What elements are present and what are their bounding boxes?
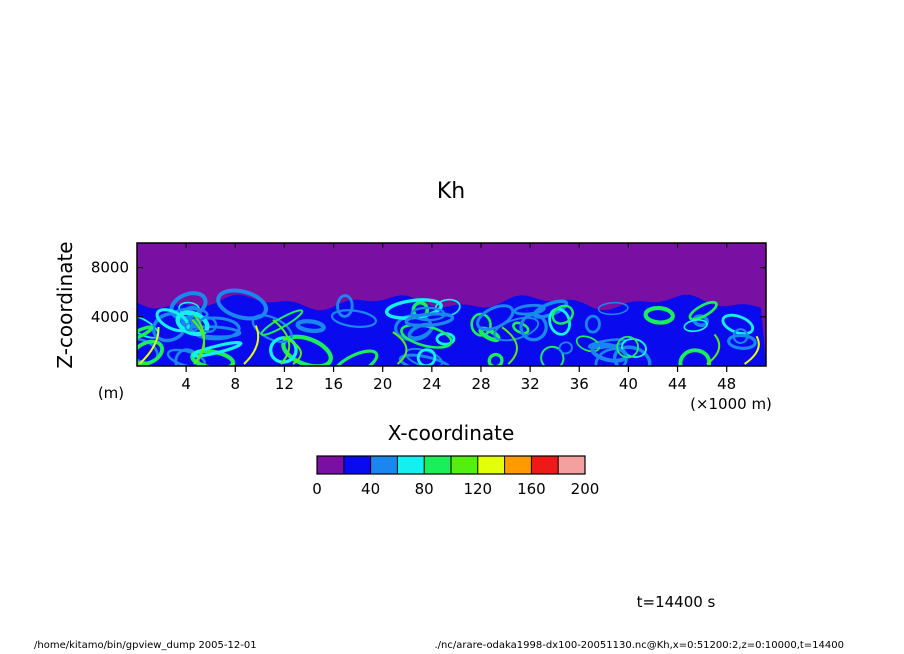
eddy: [683, 319, 708, 333]
eddy: [558, 341, 573, 355]
colorbar-bin: [451, 456, 478, 474]
eddy: [487, 352, 504, 366]
eddy: [643, 305, 675, 325]
y-tick-label: 4000: [91, 308, 129, 326]
eddy: [295, 319, 326, 334]
eddy: [597, 301, 629, 316]
x-tick-label: 40: [619, 375, 638, 393]
colorbar-bin: [558, 456, 585, 474]
updraft-streak: [706, 333, 721, 365]
colorbar-bin: [317, 456, 344, 474]
colorbar-bin: [504, 456, 532, 474]
eddy: [612, 345, 652, 366]
eddy: [727, 333, 757, 350]
colorbar-frame: [316, 455, 586, 475]
eddy: [476, 304, 515, 331]
eddy: [269, 336, 298, 364]
x-tick-label: 16: [324, 375, 343, 393]
colorbar-bin: [343, 456, 371, 474]
colorbar-label: 160: [517, 480, 546, 498]
eddy: [151, 311, 188, 343]
eddy: [137, 325, 154, 344]
eddy: [616, 335, 639, 359]
time-label: t=14400 s: [637, 593, 716, 611]
colorbar-label: 80: [415, 480, 434, 498]
plot-frame: [136, 242, 767, 367]
x-tick-label: 4: [181, 375, 191, 393]
updraft-streak: [282, 335, 302, 365]
eddy: [260, 309, 304, 336]
eddy: [189, 316, 241, 341]
footer-right: ./nc/arare-odaka1998-dx100-20051130.nc@K…: [434, 640, 844, 651]
eddy: [191, 340, 243, 358]
eddy: [331, 349, 379, 366]
x-axis-label: X-coordinate: [388, 421, 515, 445]
colorbar-bin: [477, 456, 505, 474]
eddy: [470, 312, 492, 337]
x-axis-ticks: 4 8 12 16 20 24 28 32 36 40 44 48: [181, 243, 736, 393]
eddy: [594, 347, 628, 366]
y-axis-ticks: 4000 8000: [91, 259, 766, 326]
x-tick-label: 36: [570, 375, 589, 393]
colorbar-bin: [370, 456, 398, 474]
y-tick-label: 8000: [91, 259, 129, 277]
x-tick-label: 48: [717, 375, 736, 393]
x-tick-label: 20: [373, 375, 392, 393]
chart-title: Kh: [437, 179, 465, 204]
updraft-streak: [501, 326, 518, 365]
colorbar-bin: [424, 456, 451, 474]
y-axis-label: Z-coordinate: [53, 241, 77, 368]
x-tick-label: 24: [422, 375, 441, 393]
eddy: [575, 335, 601, 353]
colorbar-label: 200: [571, 480, 600, 498]
eddy: [551, 304, 574, 325]
updraft-streak: [744, 335, 760, 365]
eddy: [584, 314, 601, 334]
eddy: [404, 312, 455, 328]
eddy: [688, 300, 718, 321]
colorbar-bin: [531, 456, 559, 474]
colorbar: 0 40 80 120 160 200: [312, 455, 600, 498]
x-tick-label: 28: [471, 375, 490, 393]
updraft-streak: [243, 325, 260, 365]
x-tick-label: 8: [231, 375, 241, 393]
eddy: [155, 308, 190, 333]
updraft-streak: [392, 331, 408, 365]
eddy: [175, 310, 210, 337]
x-axis-unit: (×1000 m): [690, 395, 772, 413]
y-axis-unit: (m): [98, 384, 124, 402]
updraft-streak: [272, 319, 291, 365]
colorbar-label: 0: [312, 480, 322, 498]
eddy: [398, 353, 452, 366]
eddy: [336, 294, 354, 318]
x-tick-label: 44: [668, 375, 687, 393]
eddy: [330, 309, 378, 328]
colorbar-label: 40: [361, 480, 380, 498]
x-tick-label: 12: [275, 375, 294, 393]
colorbar-bin: [397, 456, 425, 474]
colorbar-label: 120: [463, 480, 492, 498]
eddy: [493, 316, 540, 342]
updraft-streak: [138, 326, 160, 365]
updraft-streak: [193, 314, 206, 365]
footer-left: /home/kitamo/bin/gpview_dump 2005-12-01: [34, 640, 257, 651]
x-tick-label: 32: [521, 375, 540, 393]
eddy: [519, 313, 548, 342]
turbulence-field: [137, 288, 766, 366]
eddy: [216, 288, 268, 321]
plot-area: [136, 242, 767, 367]
eddy: [137, 339, 164, 366]
